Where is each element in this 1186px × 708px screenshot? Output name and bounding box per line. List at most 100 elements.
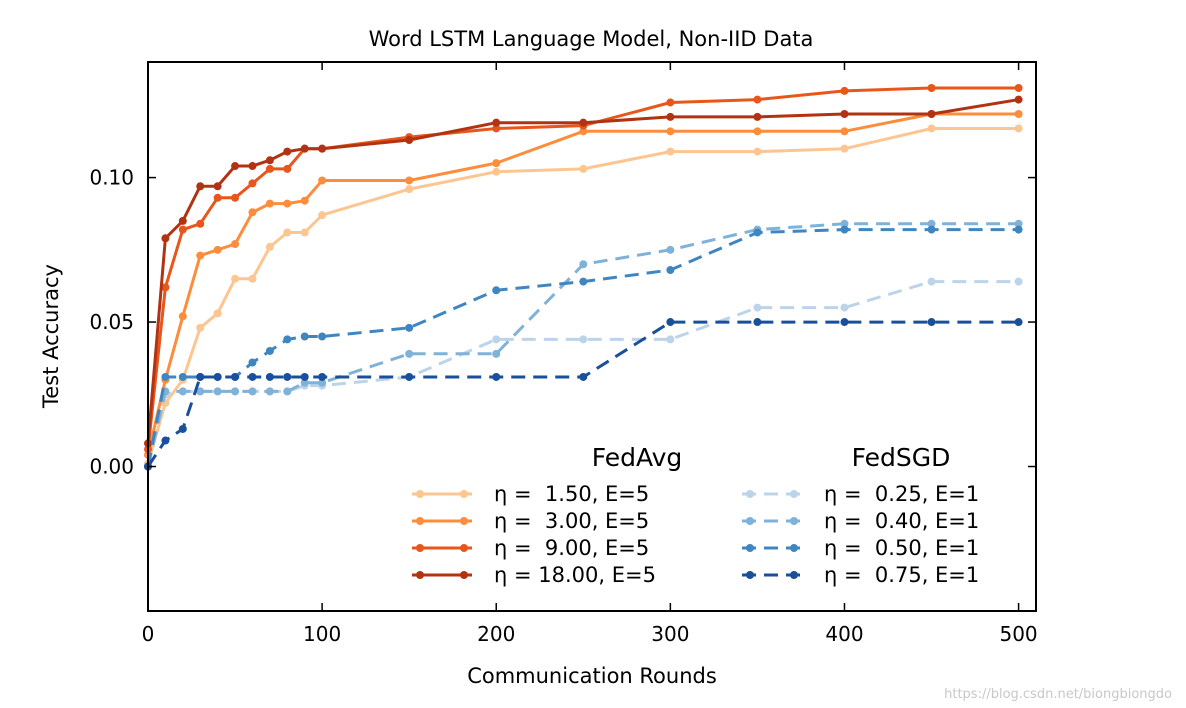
data-point	[318, 372, 327, 381]
data-point	[405, 372, 414, 381]
data-point	[300, 378, 309, 387]
data-point	[196, 323, 205, 332]
data-point	[318, 378, 327, 387]
data-point	[213, 245, 222, 254]
data-point	[1014, 318, 1023, 327]
data-point	[405, 176, 414, 185]
data-point	[1014, 277, 1023, 286]
data-point	[283, 199, 292, 208]
plot-frame	[147, 61, 1037, 612]
data-point	[579, 164, 588, 173]
data-point	[213, 309, 222, 318]
data-point	[318, 144, 327, 153]
data-point	[840, 225, 849, 234]
data-point	[318, 332, 327, 341]
data-point	[300, 372, 309, 381]
x-tick-label: 500	[999, 622, 1037, 646]
legend: FedAvg η = 1.50, E=5 η = 3.00, E=5 η = 9.00…	[412, 443, 979, 587]
legend-label: η = 9.00, E=5	[494, 536, 649, 560]
data-point	[213, 372, 222, 381]
legend-marker	[416, 571, 424, 579]
data-point	[231, 240, 240, 249]
data-point	[753, 112, 762, 121]
data-point	[492, 335, 501, 344]
data-point	[318, 211, 327, 220]
data-point	[265, 242, 274, 251]
data-point	[283, 372, 292, 381]
data-point	[196, 251, 205, 260]
data-point	[265, 199, 274, 208]
data-point	[161, 234, 170, 243]
x-tick-label: 200	[477, 622, 515, 646]
data-point	[753, 303, 762, 312]
data-point	[927, 110, 936, 119]
data-point	[666, 245, 675, 254]
legend-marker	[460, 490, 468, 498]
data-point	[666, 266, 675, 275]
x-tick-label: 300	[651, 622, 689, 646]
legend-label: η = 0.40, E=1	[824, 509, 979, 533]
data-point	[231, 387, 240, 396]
data-point	[492, 159, 501, 168]
data-point	[840, 303, 849, 312]
x-axis-label: Communication Rounds	[467, 664, 717, 688]
data-point	[265, 164, 274, 173]
legend-marker	[460, 544, 468, 552]
data-point	[231, 372, 240, 381]
data-point	[840, 144, 849, 153]
data-point	[840, 318, 849, 327]
plot-area	[144, 84, 1023, 471]
data-point	[927, 84, 936, 93]
data-point	[666, 147, 675, 156]
legend-marker	[416, 490, 424, 498]
data-point	[492, 167, 501, 176]
data-point	[265, 387, 274, 396]
data-point	[213, 387, 222, 396]
series-line-6	[146, 222, 1019, 467]
data-point	[283, 228, 292, 237]
data-point	[283, 164, 292, 173]
data-point	[161, 283, 170, 292]
data-point	[927, 277, 936, 286]
data-point	[1014, 219, 1023, 228]
legend-label: η = 0.50, E=1	[824, 536, 979, 560]
data-point	[265, 372, 274, 381]
data-point	[492, 349, 501, 358]
y-axis-label: Test Accuracy	[39, 264, 63, 409]
watermark: https://blog.csdn.net/biongbiongdo	[944, 687, 1172, 702]
data-point	[1014, 110, 1023, 119]
data-point	[178, 372, 187, 381]
data-point	[840, 110, 849, 119]
legend-marker	[460, 571, 468, 579]
data-point	[283, 387, 292, 396]
data-point	[248, 387, 257, 396]
data-point	[579, 335, 588, 344]
data-point	[178, 312, 187, 321]
legend-label: η = 0.25, E=1	[824, 482, 979, 506]
data-point	[248, 372, 257, 381]
legend-marker	[790, 517, 798, 525]
data-point	[405, 185, 414, 194]
data-point	[666, 112, 675, 121]
data-point	[161, 372, 170, 381]
data-point	[492, 124, 501, 133]
data-point	[196, 387, 205, 396]
data-point	[405, 349, 414, 358]
data-point	[927, 225, 936, 234]
data-point	[840, 86, 849, 95]
legend-title: FedAvg	[592, 443, 683, 472]
series-line-1	[146, 127, 1019, 465]
data-point	[178, 216, 187, 225]
data-point	[178, 225, 187, 234]
legend-title: FedSGD	[852, 443, 951, 472]
y-tick-label: 0.05	[89, 310, 134, 334]
data-point	[753, 95, 762, 104]
data-point	[283, 147, 292, 156]
data-point	[231, 193, 240, 202]
data-point	[579, 118, 588, 127]
data-point	[840, 219, 849, 228]
legend-marker	[746, 517, 754, 525]
legend-label: η = 18.00, E=5	[494, 563, 656, 587]
data-point	[492, 118, 501, 127]
